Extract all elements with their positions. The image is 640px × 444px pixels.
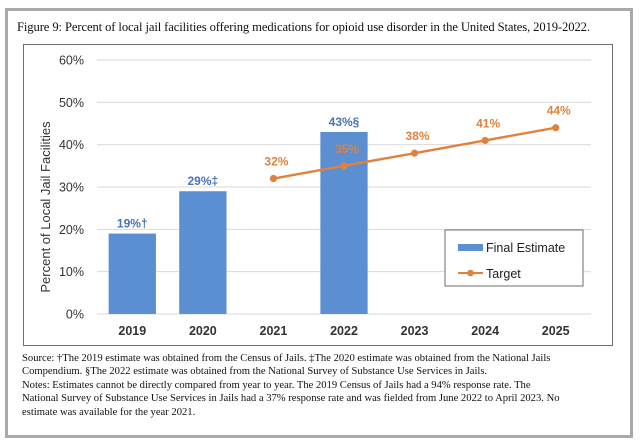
y-tick-label: 40% bbox=[59, 138, 84, 152]
target-marker bbox=[410, 149, 419, 157]
target-label: 44% bbox=[547, 104, 571, 118]
y-tick-labels: 0% 10% 20% 30% 40% 50% 60% bbox=[59, 54, 84, 322]
note-line: National Survey of Substance Use Service… bbox=[22, 393, 560, 405]
y-tick-label: 30% bbox=[59, 181, 84, 195]
target-label: 41% bbox=[476, 116, 500, 130]
target-label: 38% bbox=[406, 129, 430, 143]
legend-box bbox=[444, 229, 584, 287]
x-tick-labels: 2019 2020 2021 2022 2023 2024 2025 bbox=[118, 324, 569, 338]
note-line: estimate was available for the year 2021… bbox=[22, 406, 196, 418]
legend-swatch-target-marker bbox=[467, 269, 474, 277]
x-tick-label: 2019 bbox=[118, 324, 146, 338]
target-line bbox=[269, 124, 560, 183]
bar-label: 19%† bbox=[117, 217, 148, 231]
bar-label: 43%§ bbox=[329, 115, 360, 129]
target-marker bbox=[552, 124, 560, 132]
bar bbox=[108, 233, 156, 314]
x-tick-label: 2021 bbox=[260, 324, 288, 338]
bar-label: 29%‡ bbox=[188, 174, 219, 188]
target-marker bbox=[340, 162, 348, 170]
y-tick-label: 20% bbox=[59, 223, 84, 237]
y-tick-label: 0% bbox=[66, 308, 84, 322]
y-axis-label: Percent of Local Jail Facilities bbox=[38, 121, 53, 293]
y-tick-label: 60% bbox=[59, 54, 84, 68]
source-notes: Source: †The 2019 estimate was obtained … bbox=[22, 352, 622, 419]
note-line: Notes: Estimates cannot be directly comp… bbox=[22, 379, 531, 391]
legend-label-target: Target bbox=[486, 267, 521, 281]
x-tick-label: 2024 bbox=[471, 324, 499, 338]
x-tick-label: 2022 bbox=[330, 324, 358, 338]
x-tick-label: 2025 bbox=[542, 324, 570, 338]
target-marker bbox=[481, 136, 489, 145]
y-tick-label: 10% bbox=[59, 265, 84, 279]
figure-title: Figure 9: Percent of local jail faciliti… bbox=[17, 20, 590, 34]
legend-label-final-estimate: Final Estimate bbox=[486, 241, 565, 255]
note-line: Compendium. §The 2022 estimate was obtai… bbox=[22, 366, 488, 378]
chart-svg: 0% 10% 20% 30% 40% 50% 60% Percent of Local Ja… bbox=[38, 54, 591, 338]
target-marker bbox=[269, 174, 278, 183]
target-label: 32% bbox=[264, 155, 288, 169]
target-label: 35% bbox=[335, 142, 359, 156]
target-labels: 32% 35% 38% 41% 44% bbox=[264, 104, 571, 169]
x-tick-label: 2023 bbox=[401, 324, 429, 338]
x-tick-label: 2020 bbox=[189, 324, 217, 338]
bars bbox=[108, 131, 368, 314]
bar bbox=[320, 131, 368, 314]
bar-labels: 19%† 29%‡ 43%§ bbox=[117, 115, 360, 231]
legend-swatch-final-estimate bbox=[458, 244, 483, 251]
chart-area: 0% 10% 20% 30% 40% 50% 60% Percent of Local Ja… bbox=[23, 44, 613, 346]
y-tick-label: 50% bbox=[59, 96, 84, 110]
note-line: Source: †The 2019 estimate was obtained … bbox=[22, 353, 551, 364]
legend: Final Estimate Target bbox=[444, 229, 584, 287]
bar bbox=[179, 191, 227, 314]
